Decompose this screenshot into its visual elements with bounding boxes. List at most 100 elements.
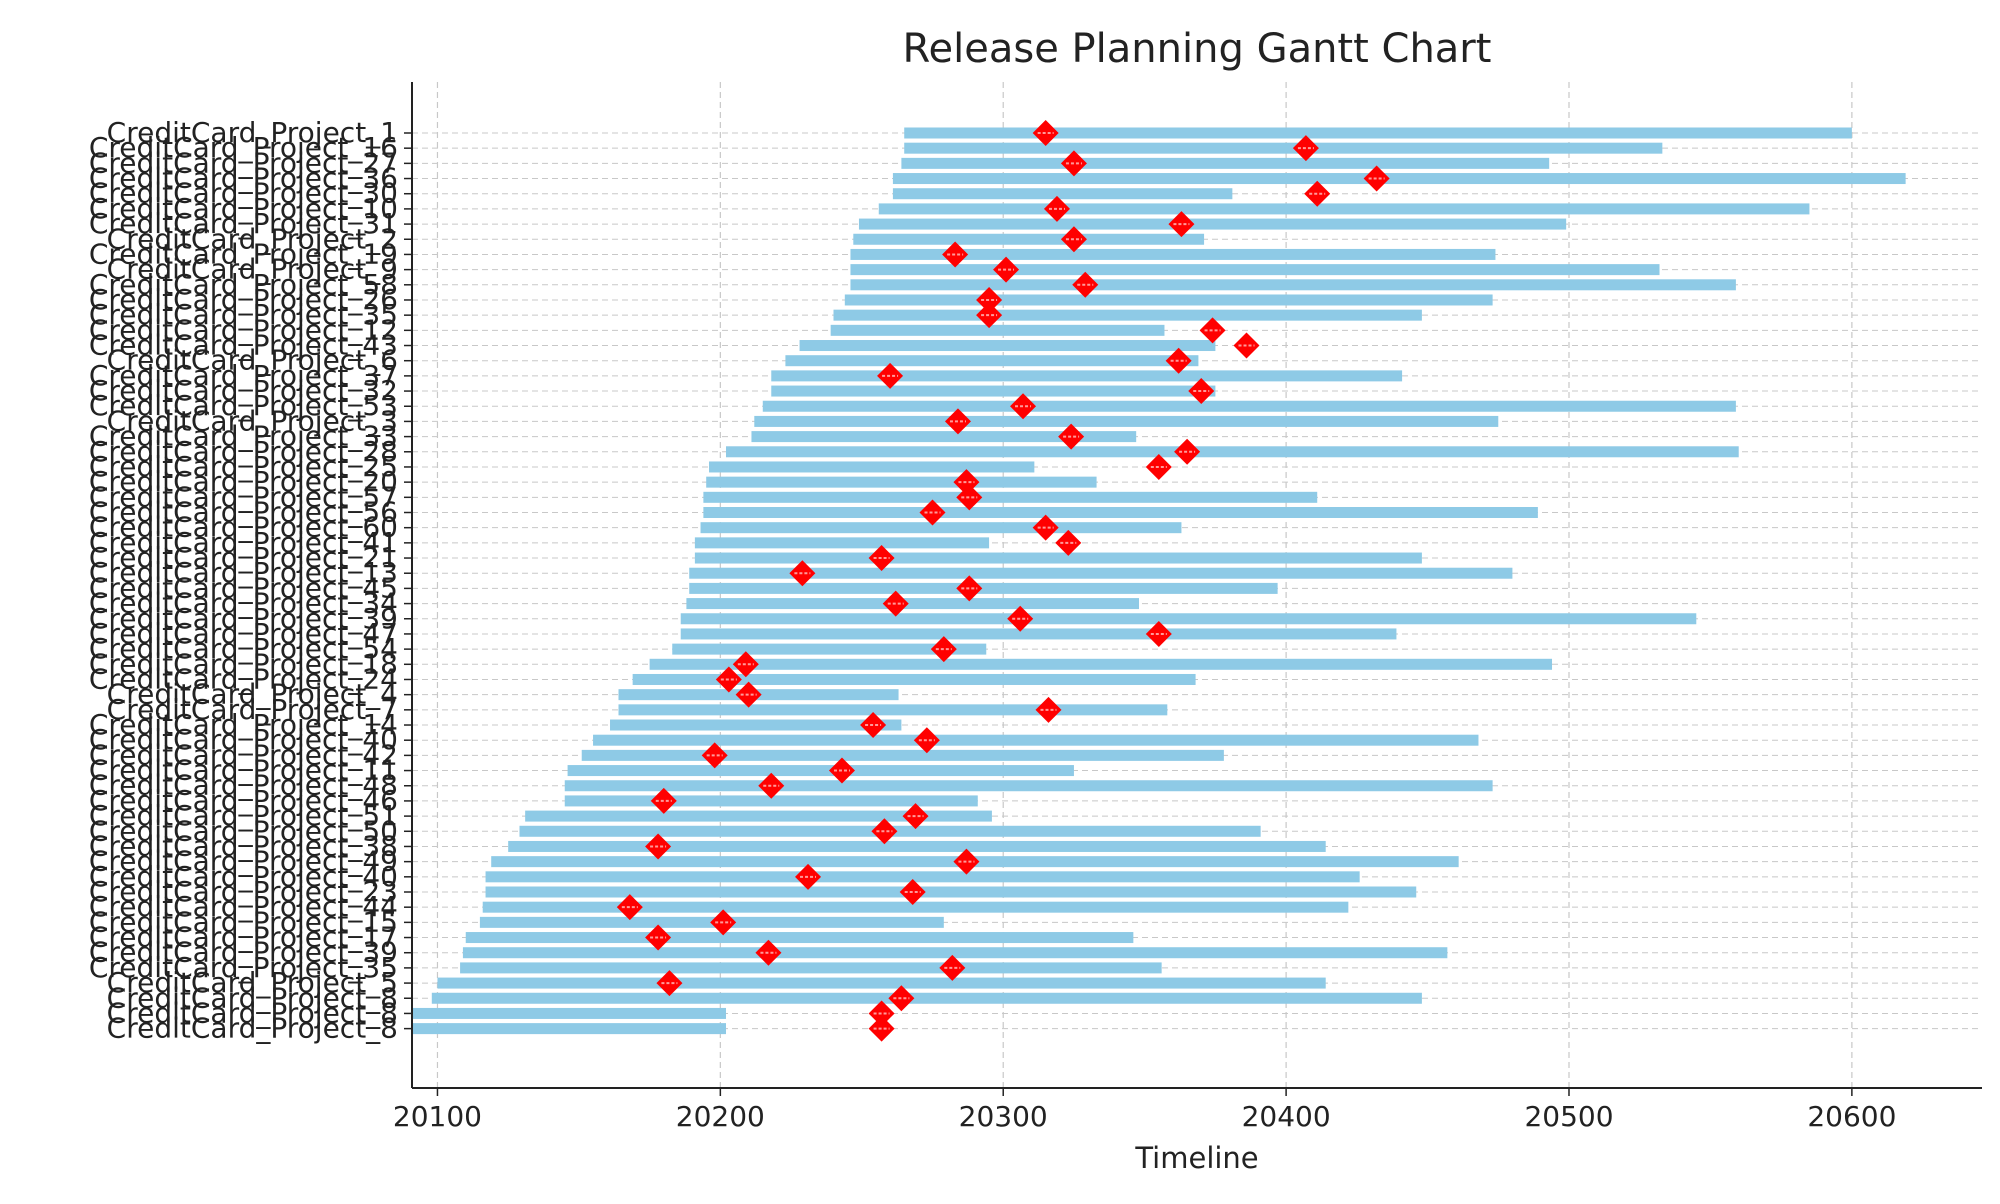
task-bar	[581, 749, 1224, 761]
task-label: CreditCard_Project_7	[107, 693, 398, 726]
task-bar	[462, 947, 1448, 959]
task-bar	[694, 537, 990, 549]
task-bar	[878, 203, 1810, 215]
task-label: CreditCard_Project_12	[89, 313, 398, 346]
task-label: CreditCard_Project_5	[107, 966, 398, 999]
task-label: CreditCard_Project_54	[89, 632, 398, 665]
task-label: CreditCard_Project_41	[89, 526, 398, 559]
task-label: CreditCard_Project_1	[107, 116, 398, 149]
task-bar	[680, 613, 1697, 625]
task-bar	[632, 673, 1196, 685]
task-label: CreditCard_Project_25	[89, 450, 398, 483]
task-label: CreditCard_Project_37	[89, 359, 398, 392]
task-label: CreditCard_Project_43	[89, 329, 398, 362]
task-bar	[567, 765, 1074, 777]
task-bar	[850, 264, 1660, 276]
task-bar	[593, 734, 1479, 746]
task-label: CreditCard_Project_60	[89, 511, 398, 544]
task-label: CreditCard_Project_21	[89, 541, 398, 574]
task-label: CreditCard_Project_56	[89, 496, 398, 529]
task-bar	[858, 218, 1567, 230]
task-labels: CreditCard_Project_1CreditCard_Project_1…	[89, 116, 398, 1045]
task-bar	[431, 992, 1422, 1004]
task-label: CreditCard_Project_30	[89, 177, 398, 210]
task-label: CreditCard_Project_26	[89, 283, 398, 316]
x-tick-label: 20400	[1242, 1100, 1331, 1133]
task-bar	[610, 719, 902, 731]
task-label: CreditCard_Project_3	[107, 404, 398, 437]
task-label: CreditCard_Project_49	[89, 845, 398, 878]
task-bar	[785, 355, 1199, 367]
task-label: CreditCard_Project_36	[89, 162, 398, 195]
task-label: CreditCard_Project_40	[89, 860, 398, 893]
task-bar	[680, 628, 1397, 640]
task-bar	[703, 507, 1538, 518]
x-tick-label: 20300	[959, 1100, 1048, 1133]
task-label: CreditCard_Project_2	[107, 222, 398, 255]
task-label: CreditCard_Project_16	[89, 131, 398, 164]
task-bar	[709, 461, 1035, 473]
task-bar	[689, 582, 1278, 594]
x-tick-label: 20500	[1524, 1100, 1613, 1133]
task-bar	[726, 446, 1739, 458]
task-label: CreditCard_Project_23	[89, 875, 398, 908]
task-bar	[413, 1023, 726, 1035]
task-bar	[689, 567, 1513, 579]
task-label: CreditCard_Project_39	[89, 602, 398, 635]
task-bar	[904, 127, 1852, 139]
task-label: CreditCard_Project_47	[89, 617, 398, 650]
task-bar	[672, 643, 987, 655]
x-ticks: 20100 20200 20300 20400 20500 20600	[393, 132, 1896, 1133]
task-label: CreditCard_Project_27	[89, 146, 398, 179]
task-label: CreditCard_Project_28	[89, 435, 398, 468]
task-bars	[413, 127, 1906, 1035]
task-bar	[799, 340, 1216, 352]
task-label: CreditCard_Project_46	[89, 784, 398, 817]
task-label: CreditCard_Project_4	[107, 678, 398, 711]
task-label: CreditCard_Project_15	[89, 905, 398, 938]
task-label: CreditCard_Project_14	[89, 708, 398, 741]
task-bar	[485, 871, 1360, 883]
task-bar	[413, 1007, 726, 1019]
task-label: CreditCard_Project_10	[89, 192, 398, 225]
task-bar	[700, 522, 1182, 534]
task-label: CreditCard_Project_58	[89, 268, 398, 301]
task-bar	[844, 294, 1493, 306]
task-bar	[465, 932, 1134, 944]
task-bar	[850, 279, 1736, 291]
axes	[411, 82, 1982, 1089]
task-label: CreditCard_Project_38	[89, 829, 398, 862]
task-bar	[694, 552, 1422, 564]
task-label: CreditCard_Project_20	[89, 465, 398, 498]
task-label: CreditCard_Project_24	[89, 662, 398, 695]
task-label: CreditCard_Project_9	[107, 253, 398, 286]
task-bar	[564, 795, 978, 807]
task-label: CreditCard_Project_51	[89, 799, 398, 832]
task-bar	[485, 886, 1417, 898]
task-bar	[686, 598, 1140, 610]
task-bar	[618, 704, 1168, 716]
task-label: CreditCard_Project_18	[89, 647, 398, 680]
x-tick-label: 20600	[1807, 1100, 1896, 1133]
task-bar	[771, 370, 1403, 382]
task-bar	[564, 780, 1493, 792]
task-bar	[853, 233, 1205, 245]
task-label: CreditCard_Project_42	[89, 738, 398, 771]
task-label: CreditCard_Project_19	[89, 237, 398, 270]
task-bar	[762, 400, 1736, 412]
task-label: CreditCard_Project_8	[107, 1012, 398, 1045]
x-axis-label: Timeline	[1134, 1141, 1258, 1175]
task-bar	[892, 188, 1233, 200]
task-bar	[703, 491, 1318, 503]
task-bar	[525, 810, 992, 822]
task-bar	[482, 901, 1349, 913]
task-label: CreditCard_Project_17	[89, 921, 398, 954]
task-bar	[892, 173, 1906, 185]
task-label: CreditCard_Project_34	[89, 587, 398, 620]
task-bar	[771, 385, 1216, 397]
task-label: CreditCard_Project_13	[89, 556, 398, 589]
task-bar	[833, 309, 1422, 321]
task-label: CreditCard_Project_31	[89, 207, 398, 240]
task-label: CreditCard_Project_39	[89, 936, 398, 969]
